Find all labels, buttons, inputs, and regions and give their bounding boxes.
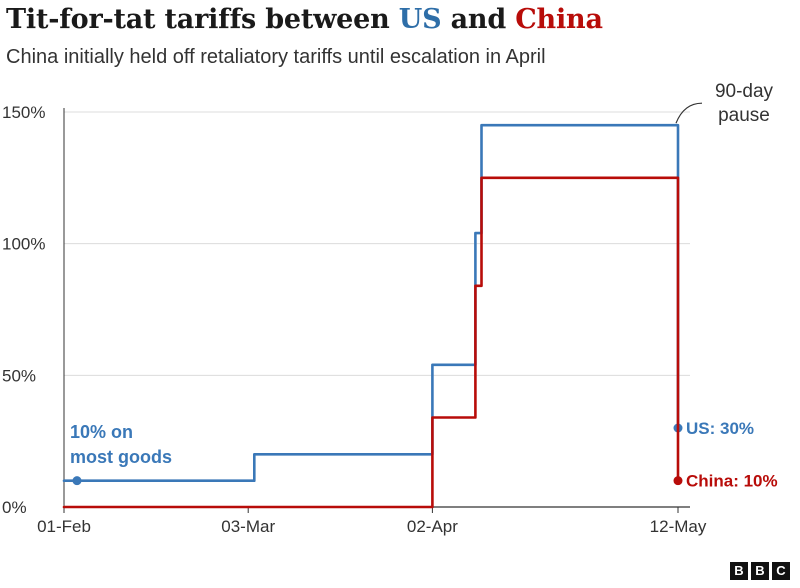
bbc-logo: B B C <box>730 562 790 580</box>
annotation-start-text: 10% on <box>70 422 133 442</box>
chart-title: Tit-for-tat tariffs between US and China <box>6 4 603 35</box>
x-tick-label: 02-Apr <box>407 517 458 536</box>
y-tick-label: 0% <box>2 498 27 517</box>
series-end-label-china: China: 10% <box>686 472 778 491</box>
title-china: China <box>515 4 603 35</box>
title-us: US <box>398 4 442 35</box>
title-prefix: Tit-for-tat tariffs between <box>6 4 399 35</box>
x-tick-label: 12-May <box>650 517 707 536</box>
bbc-logo-letter-3: C <box>772 562 790 580</box>
series-line-china <box>62 176 680 509</box>
bbc-logo-letter-2: B <box>751 562 769 580</box>
title-and: and <box>441 4 516 35</box>
annotation-pause-connector <box>675 102 703 124</box>
annotation-start-point <box>72 476 82 486</box>
x-tick-label: 03-Mar <box>221 517 275 536</box>
bbc-logo-letter-1: B <box>730 562 748 580</box>
annotation-start-text: most goods <box>70 447 172 467</box>
y-tick-label: 100% <box>2 235 45 254</box>
chart-subtitle: China initially held off retaliatory tar… <box>6 46 546 68</box>
y-tick-label: 50% <box>2 366 36 385</box>
annotation-pause-text: pause <box>718 105 770 126</box>
series-end-point-china <box>673 476 683 486</box>
x-tick-label: 01-Feb <box>37 517 91 536</box>
series-end-label-us: US: 30% <box>686 419 754 438</box>
y-tick-label: 150% <box>2 103 45 122</box>
annotation-pause-text: 90-day <box>715 81 774 102</box>
